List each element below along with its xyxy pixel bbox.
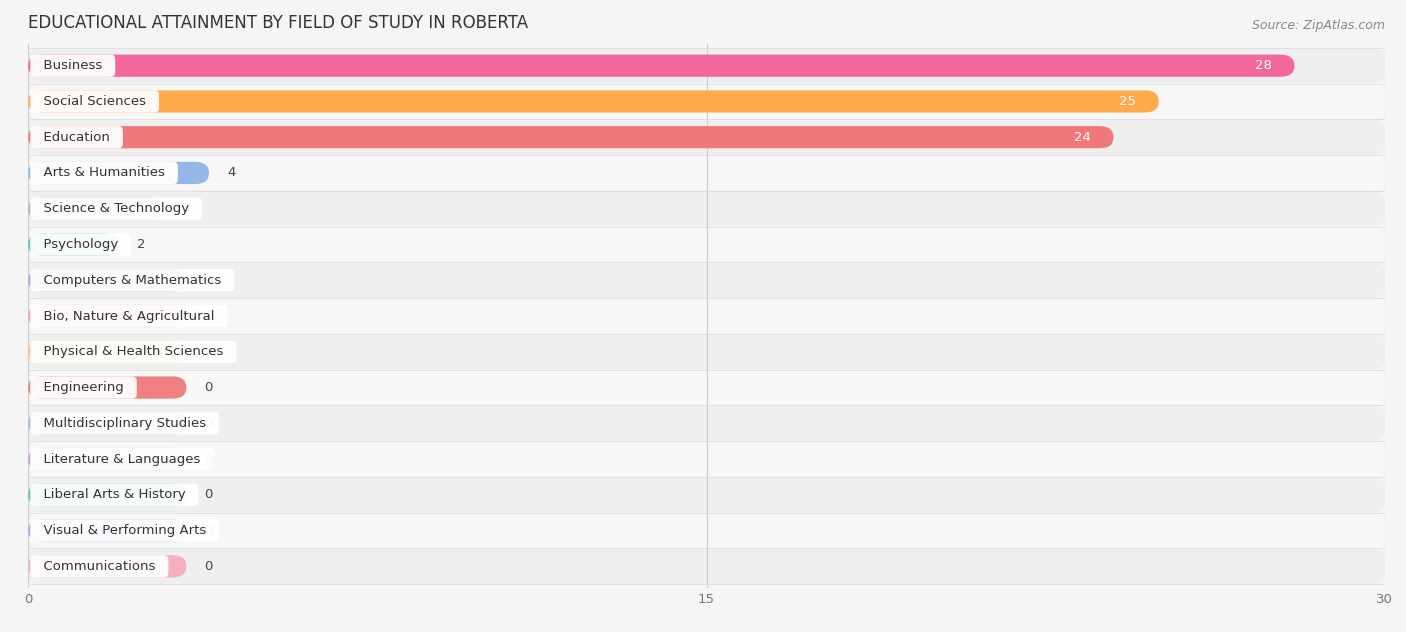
Text: 0: 0 — [204, 489, 212, 501]
FancyBboxPatch shape — [28, 262, 1385, 298]
Text: 0: 0 — [204, 416, 212, 430]
FancyBboxPatch shape — [28, 155, 1385, 191]
FancyBboxPatch shape — [28, 513, 1385, 549]
FancyBboxPatch shape — [28, 412, 187, 434]
Text: Arts & Humanities: Arts & Humanities — [35, 166, 173, 179]
Text: 0: 0 — [204, 524, 212, 537]
FancyBboxPatch shape — [28, 405, 1385, 441]
FancyBboxPatch shape — [28, 233, 118, 255]
FancyBboxPatch shape — [28, 370, 1385, 405]
Text: Business: Business — [35, 59, 111, 72]
FancyBboxPatch shape — [28, 549, 1385, 584]
Text: Psychology: Psychology — [35, 238, 127, 251]
FancyBboxPatch shape — [28, 90, 1159, 112]
Text: Visual & Performing Arts: Visual & Performing Arts — [35, 524, 215, 537]
FancyBboxPatch shape — [28, 477, 1385, 513]
Text: Social Sciences: Social Sciences — [35, 95, 155, 108]
FancyBboxPatch shape — [28, 520, 187, 542]
Text: EDUCATIONAL ATTAINMENT BY FIELD OF STUDY IN ROBERTA: EDUCATIONAL ATTAINMENT BY FIELD OF STUDY… — [28, 13, 529, 32]
Text: 3: 3 — [181, 202, 190, 216]
Text: Bio, Nature & Agricultural: Bio, Nature & Agricultural — [35, 310, 224, 322]
Text: 0: 0 — [204, 345, 212, 358]
FancyBboxPatch shape — [28, 441, 1385, 477]
Text: 0: 0 — [204, 381, 212, 394]
Text: Computers & Mathematics: Computers & Mathematics — [35, 274, 229, 287]
FancyBboxPatch shape — [28, 227, 1385, 262]
Text: 2: 2 — [136, 238, 145, 251]
FancyBboxPatch shape — [28, 556, 187, 578]
FancyBboxPatch shape — [28, 298, 1385, 334]
Text: Communications: Communications — [35, 560, 163, 573]
Text: Liberal Arts & History: Liberal Arts & History — [35, 489, 194, 501]
FancyBboxPatch shape — [28, 305, 187, 327]
FancyBboxPatch shape — [28, 83, 1385, 119]
Text: Science & Technology: Science & Technology — [35, 202, 197, 216]
FancyBboxPatch shape — [28, 334, 1385, 370]
FancyBboxPatch shape — [28, 269, 187, 291]
FancyBboxPatch shape — [28, 48, 1385, 83]
FancyBboxPatch shape — [28, 198, 163, 220]
Text: 0: 0 — [204, 453, 212, 466]
Text: 0: 0 — [204, 560, 212, 573]
Text: 25: 25 — [1119, 95, 1136, 108]
Text: Education: Education — [35, 131, 118, 143]
Text: Multidisciplinary Studies: Multidisciplinary Studies — [35, 416, 215, 430]
FancyBboxPatch shape — [28, 483, 187, 506]
FancyBboxPatch shape — [28, 162, 209, 184]
Text: 24: 24 — [1074, 131, 1091, 143]
FancyBboxPatch shape — [28, 377, 187, 399]
FancyBboxPatch shape — [28, 126, 1114, 149]
Text: Source: ZipAtlas.com: Source: ZipAtlas.com — [1251, 19, 1385, 32]
FancyBboxPatch shape — [28, 54, 1295, 76]
FancyBboxPatch shape — [28, 341, 187, 363]
Text: 4: 4 — [228, 166, 235, 179]
FancyBboxPatch shape — [28, 119, 1385, 155]
FancyBboxPatch shape — [28, 191, 1385, 227]
Text: 0: 0 — [204, 310, 212, 322]
Text: Engineering: Engineering — [35, 381, 132, 394]
Text: Physical & Health Sciences: Physical & Health Sciences — [35, 345, 232, 358]
Text: 0: 0 — [204, 274, 212, 287]
Text: Literature & Languages: Literature & Languages — [35, 453, 208, 466]
Text: 28: 28 — [1256, 59, 1272, 72]
FancyBboxPatch shape — [28, 448, 187, 470]
